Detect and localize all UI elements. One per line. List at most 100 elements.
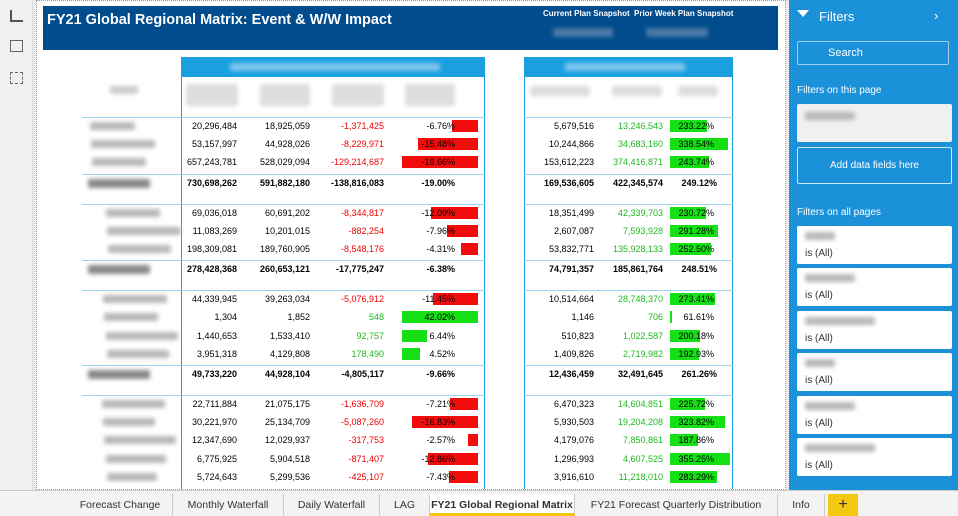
pct-bar: [430, 206, 478, 219]
row-label: [88, 265, 150, 275]
cell: -129,214,687: [330, 157, 384, 168]
filter-card[interactable]: is (All): [797, 268, 952, 307]
cell: 61.61%: [683, 312, 714, 323]
cell: 178,490: [351, 348, 384, 359]
row-label: [91, 140, 156, 149]
report-title: FY21 Global Regional Matrix: Event & W/W…: [47, 12, 392, 28]
snapshot-label: Prior Week Plan Snapshot: [634, 9, 734, 18]
cell: 187.86%: [678, 435, 714, 446]
filter-card[interactable]: is (All): [797, 310, 952, 349]
cell: 1,852: [287, 312, 310, 323]
cell: -882,254: [348, 225, 384, 236]
cell: 12,347,690: [191, 435, 237, 446]
filter-state: is (All): [805, 248, 833, 259]
cell: 248.51%: [681, 264, 717, 275]
cell: 2,607,087: [553, 225, 594, 236]
pct-bar: [402, 156, 478, 169]
cell: 12,436,459: [548, 369, 594, 379]
pct-bar: [670, 156, 709, 169]
filter-card[interactable]: is (All): [797, 438, 952, 476]
data-icon[interactable]: [10, 40, 23, 52]
page-tab[interactable]: FY21 Global Regional Matrix: [430, 494, 575, 516]
nav-rail: [0, 0, 33, 494]
filter-card[interactable]: [797, 104, 952, 142]
report-icon[interactable]: [10, 10, 23, 22]
cell: 706: [647, 312, 663, 323]
cell: 4,607,525: [622, 453, 663, 464]
cell: 278,428,368: [186, 264, 237, 275]
cell: -7.21%: [426, 399, 455, 409]
pct-bar: [402, 311, 478, 324]
row-label: [102, 400, 165, 408]
cell: 1,146: [571, 312, 594, 323]
cell: 44,928,026: [264, 139, 310, 150]
cell: 6,470,323: [553, 399, 594, 409]
group-separator: [82, 117, 485, 118]
cell: -19.00%: [421, 177, 455, 188]
pct-bar: [461, 243, 478, 255]
cell: 11,083,269: [192, 225, 237, 236]
total-separator: [524, 173, 733, 175]
section-label: Filters on this page: [797, 85, 882, 96]
page-tab[interactable]: Forecast Change: [68, 494, 173, 516]
cell: -138,816,083: [330, 177, 384, 188]
cell: 49,733,220: [191, 369, 237, 379]
cell: 92,757: [356, 330, 384, 341]
cell: 14,604,851: [617, 399, 663, 409]
cell: 1,022,587: [622, 330, 663, 341]
cell: 7,593,928: [622, 225, 663, 236]
blurred-header: [332, 84, 384, 106]
cell: -5,087,260: [340, 417, 384, 428]
pct-bar: [451, 120, 478, 132]
cell: 252.50%: [678, 244, 714, 254]
cell: -8,229,971: [340, 139, 384, 150]
filter-card[interactable]: is (All): [797, 353, 952, 392]
filter-card[interactable]: is (All): [797, 226, 952, 264]
pct-bar: [670, 293, 715, 306]
cell: 6,775,925: [196, 453, 237, 464]
row-label: [103, 295, 168, 304]
row-label: [92, 158, 146, 167]
page-tab[interactable]: Daily Waterfall: [284, 494, 380, 516]
cell: 591,882,180: [259, 177, 310, 188]
row-label: [106, 226, 181, 235]
cell: 200.18%: [678, 330, 714, 341]
add-page-button[interactable]: +: [828, 494, 858, 516]
row-label: [88, 370, 150, 379]
filter-state: is (All): [805, 332, 833, 344]
filter-state: is (All): [805, 375, 833, 387]
title-banner: FY21 Global Regional Matrix: Event & W/W…: [43, 6, 778, 50]
cell: -8,548,176: [340, 244, 384, 254]
search-placeholder: Search: [828, 47, 863, 59]
total-separator: [524, 260, 733, 262]
cell: 5,904,518: [269, 453, 310, 464]
cell: 3,916,610: [553, 471, 594, 482]
cell: 230.72%: [678, 207, 714, 218]
row-label: [90, 122, 135, 130]
page-tab[interactable]: FY21 Forecast Quarterly Distribution: [575, 494, 778, 516]
cell: -425,107: [348, 471, 384, 482]
cell: -4,805,117: [341, 369, 384, 379]
page-tab[interactable]: Info: [778, 494, 825, 516]
search-box[interactable]: Search: [797, 41, 949, 65]
right-table-frame: [524, 57, 733, 489]
filter-card[interactable]: is (All): [797, 395, 952, 434]
cell: 10,244,866: [548, 139, 594, 150]
cell: 422,345,574: [612, 177, 663, 188]
group-separator: [82, 290, 485, 292]
page-tab[interactable]: LAG: [380, 494, 430, 516]
collapse-button[interactable]: ›: [934, 8, 939, 23]
cell: 169,536,605: [543, 177, 594, 188]
add-fields-well[interactable]: Add data fields here: [797, 147, 952, 184]
page-tab[interactable]: Monthly Waterfall: [173, 494, 284, 516]
cell: -2.57%: [426, 435, 455, 446]
pct-bar: [449, 398, 478, 410]
cell: 10,514,664: [548, 294, 594, 305]
cell: -15.48%: [421, 139, 455, 150]
model-icon[interactable]: [10, 72, 23, 84]
cell: 374,416,871: [612, 157, 663, 168]
group-separator: [82, 203, 485, 205]
blurred-header: [110, 86, 138, 94]
pct-bar: [670, 347, 699, 360]
cell: 18,351,499: [548, 207, 594, 218]
